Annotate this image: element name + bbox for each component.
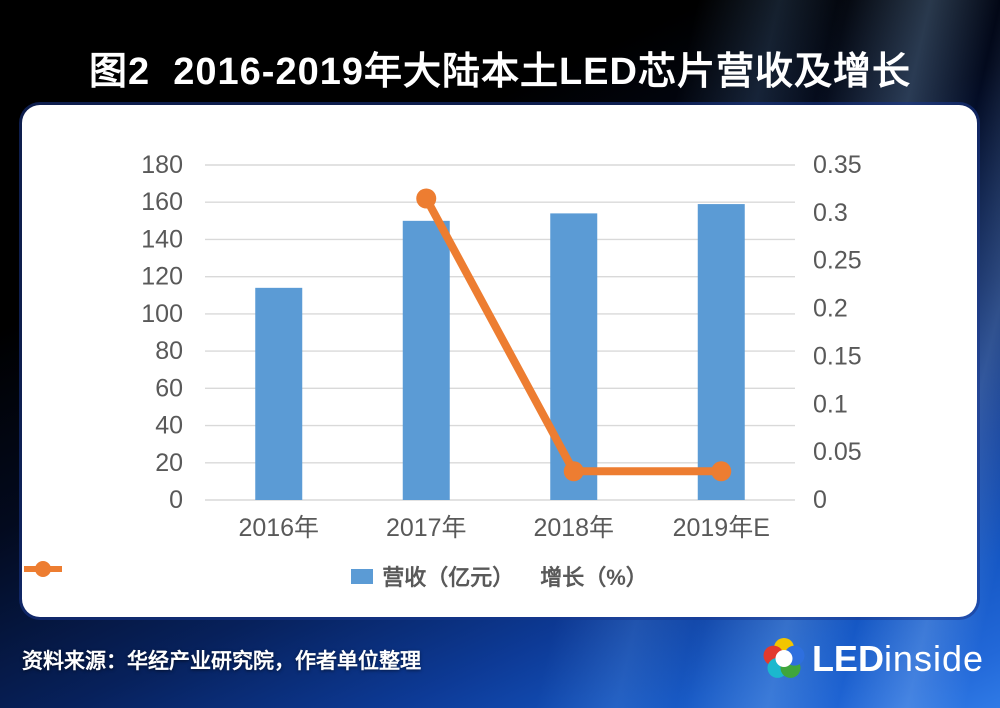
legend-item-growth: 增长（%）: [24, 560, 648, 592]
left-axis-tick: 100: [141, 300, 183, 328]
left-axis-tick: 0: [169, 486, 183, 514]
legend-label-growth: 增长（%）: [540, 565, 648, 590]
growth-marker: [711, 461, 732, 482]
logo-text-led: LED: [811, 638, 884, 679]
left-axis-tick: 180: [141, 151, 183, 179]
right-axis-tick: 0.35: [813, 151, 862, 179]
right-axis-tick: 0.2: [813, 295, 848, 323]
left-axis-tick: 80: [155, 337, 183, 365]
x-axis-label-2018年: 2018年: [533, 514, 614, 542]
left-axis-tick: 140: [141, 225, 183, 253]
logo-text: LEDinside: [812, 636, 984, 682]
x-axis-label-2017年: 2017年: [386, 514, 467, 542]
chart-legend: 营收（亿元） 增长（%）: [22, 560, 977, 592]
left-axis-tick: 120: [141, 263, 183, 291]
legend-item-revenue: 营收（亿元）: [351, 560, 514, 592]
left-axis-tick: 160: [141, 188, 183, 216]
left-axis-tick: 20: [155, 449, 183, 477]
bar-2016年: [255, 287, 303, 500]
left-axis-tick: 40: [155, 412, 183, 440]
bar-2018年: [550, 213, 598, 500]
legend-label-revenue: 营收（亿元）: [382, 565, 515, 590]
right-axis-tick: 0.3: [813, 199, 848, 227]
growth-marker: [416, 188, 437, 209]
right-axis-tick: 0.15: [813, 342, 862, 370]
bar-2019年E: [697, 204, 745, 500]
right-axis-tick: 0.1: [813, 390, 848, 418]
growth-marker: [563, 461, 584, 482]
growth-legend-marker-icon: [24, 561, 62, 577]
ledinside-logo: LEDinside: [761, 636, 984, 682]
left-axis-tick: 60: [155, 374, 183, 402]
x-axis-label-2019年E: 2019年E: [673, 514, 770, 542]
chart-card: 180 160 140 120 100 80 60 40 20 0 0.35 0.3 0.25 0.2 0.…: [22, 105, 977, 617]
revenue-swatch-icon: [351, 568, 374, 584]
right-axis-tick: 0.25: [813, 247, 862, 275]
right-axis-tick: 0: [813, 486, 827, 514]
figure-title: 图2 2016-2019年大陆本土LED芯片营收及增长: [89, 51, 911, 93]
x-axis-label-2016年: 2016年: [238, 514, 319, 542]
ledinside-logo-icon: [763, 638, 805, 678]
combo-chart: 180 160 140 120 100 80 60 40 20 0 0.35 0.3 0.25 0.2 0.…: [141, 151, 862, 542]
source-note: 资料来源：华经产业研究院，作者单位整理: [22, 650, 421, 673]
bar-2017年: [402, 220, 450, 500]
logo-text-inside: inside: [883, 638, 984, 679]
right-axis-tick: 0.05: [813, 438, 862, 466]
